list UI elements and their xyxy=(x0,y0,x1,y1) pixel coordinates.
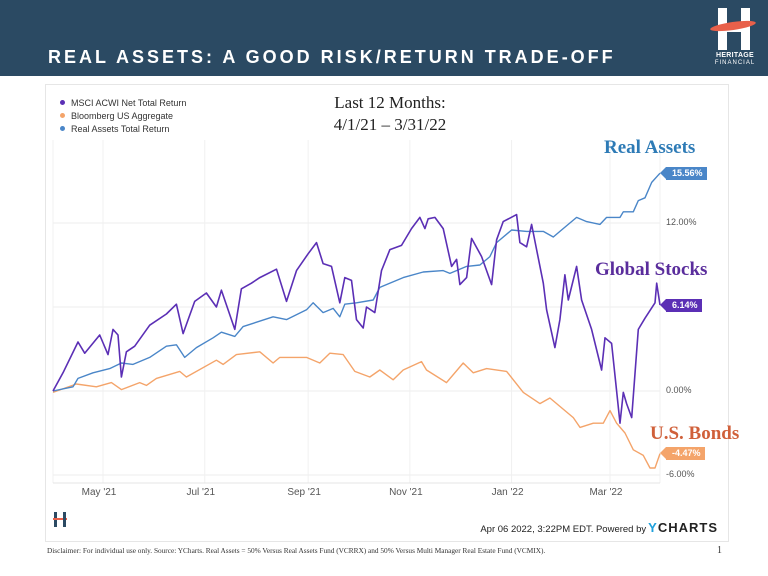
logo-text-financial: FINANCIAL xyxy=(714,60,756,66)
period-line-1: Last 12 Months: xyxy=(334,93,446,112)
slide-title: REAL ASSETS: A GOOD RISK/RETURN TRADE-OF… xyxy=(48,47,616,67)
legend-dot-icon xyxy=(60,100,65,105)
legend-label: Real Assets Total Return xyxy=(71,123,170,134)
legend-dot-icon xyxy=(60,113,65,118)
annotation-us-bonds: U.S. Bonds xyxy=(650,423,740,444)
y-tick-label: -6.00% xyxy=(666,469,695,479)
slide-header: REAL ASSETS: A GOOD RISK/RETURN TRADE-OF… xyxy=(0,0,768,76)
y-tick-label: 0.00% xyxy=(666,385,692,395)
disclaimer: Disclaimer: For individual use only. Sou… xyxy=(47,546,546,555)
legend-item-msci[interactable]: MSCI ACWI Net Total Return xyxy=(60,96,186,109)
annotation-real-assets: Real Assets xyxy=(604,137,696,158)
legend-label: MSCI ACWI Net Total Return xyxy=(71,97,187,108)
legend-item-real-assets[interactable]: Real Assets Total Return xyxy=(60,122,186,135)
x-tick-label: Nov '21 xyxy=(389,487,423,498)
legend-item-bloomberg[interactable]: Bloomberg US Aggregate xyxy=(60,109,186,122)
series-line-bloomberg-us-aggregate xyxy=(52,351,661,469)
end-value-label: 15.56% xyxy=(660,166,707,180)
annotation-global-stocks: Global Stocks xyxy=(595,259,708,280)
chart-period: Last 12 Months: 4/1/21 – 3/31/22 xyxy=(290,92,490,136)
x-tick-label: Jul '21 xyxy=(186,487,216,498)
y-tick-label: 12.00% xyxy=(666,217,697,227)
logo-text-heritage: HERITAGE xyxy=(715,52,755,59)
chart-timestamp: Apr 06 2022, 3:22PM EDT. Powered by YCHA… xyxy=(480,520,718,535)
chart-card xyxy=(45,84,729,542)
heritage-financial-logo: HERITAGE FINANCIAL xyxy=(708,8,762,70)
x-tick-label: Jan '22 xyxy=(491,487,524,498)
page-number: 1 xyxy=(717,545,722,556)
series-line-real-assets-total-return xyxy=(52,172,661,392)
end-value-label: 6.14% xyxy=(660,298,702,312)
period-line-2: 4/1/21 – 3/31/22 xyxy=(333,115,447,134)
legend-dot-icon xyxy=(60,126,65,131)
end-value-label: -4.47% xyxy=(660,447,705,461)
series-line-msci-acwi-net-total-return xyxy=(52,213,661,425)
ycharts-logo[interactable]: YCHARTS xyxy=(648,520,718,535)
timestamp-text: Apr 06 2022, 3:22PM EDT. Powered by xyxy=(480,524,647,535)
x-tick-label: Mar '22 xyxy=(589,487,623,498)
x-tick-label: May '21 xyxy=(81,487,117,498)
legend-label: Bloomberg US Aggregate xyxy=(71,110,174,121)
chart-legend: MSCI ACWI Net Total Return Bloomberg US … xyxy=(60,96,186,135)
heritage-small-logo xyxy=(53,512,67,530)
x-tick-label: Sep '21 xyxy=(287,487,321,498)
